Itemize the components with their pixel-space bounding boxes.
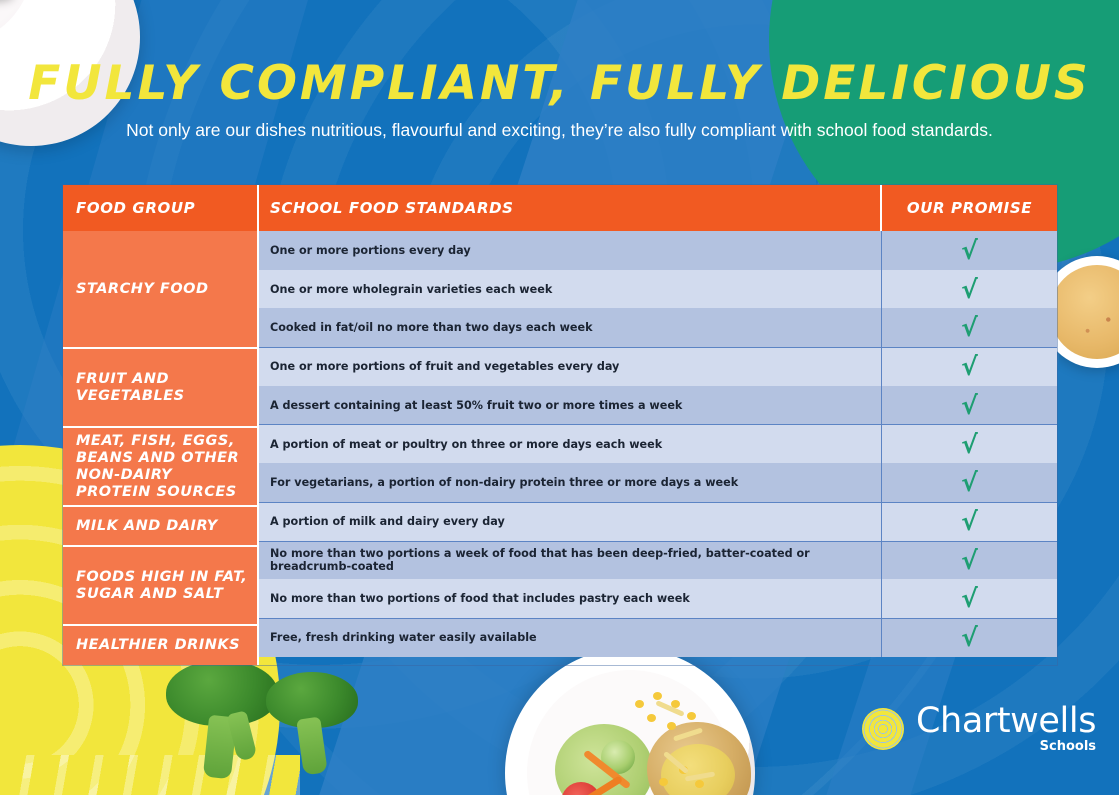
chartwells-logo: Chartwells Schools (862, 704, 1096, 754)
promise-cell: √ (882, 348, 1057, 386)
food-group-cell: FRUIT AND VEGETABLES (63, 349, 259, 428)
table-row: A portion of milk and dairy every day √ (259, 501, 1057, 541)
table-row: A dessert containing at least 50% fruit … (259, 385, 1057, 425)
food-group-cell: HEALTHIER DRINKS (63, 626, 259, 665)
broccoli-photo-1 (160, 660, 290, 795)
table-row: One or more portions of fruit and vegeta… (259, 347, 1057, 386)
table-row: Cooked in fat/oil no more than two days … (259, 308, 1057, 348)
promise-cell: √ (882, 542, 1057, 580)
check-icon: √ (961, 467, 978, 497)
check-icon: √ (961, 313, 978, 343)
logo-sub-label: Schools (1039, 739, 1097, 754)
promise-cell: √ (882, 619, 1057, 657)
sweetcorn-kernel (635, 700, 644, 708)
yellow-stripes-decoration (0, 755, 300, 795)
check-icon: √ (961, 584, 978, 614)
chartwells-swirl-icon (862, 708, 904, 750)
food-group-cell: MILK AND DAIRY (63, 507, 259, 547)
promise-cell: √ (882, 425, 1057, 463)
cheese-shred (655, 700, 685, 717)
broccoli-head (166, 660, 278, 726)
promise-cell: √ (882, 386, 1057, 425)
sweetcorn-kernel (647, 714, 656, 722)
check-icon: √ (961, 545, 978, 575)
sweetcorn-kernel (667, 722, 676, 730)
jacket-potato-plate-photo (505, 648, 755, 795)
standards-and-promise-column: One or more portions every day √ One or … (259, 231, 1057, 665)
column-header-our-promise: OUR PROMISE (906, 199, 1033, 217)
school-food-standards-table: FOOD GROUP SCHOOL FOOD STANDARDS OUR PRO… (62, 184, 1058, 666)
standard-text: For vegetarians, a portion of non-dairy … (259, 463, 882, 502)
page-title: FULLY COMPLIANT, FULLY DELICIOUS (28, 56, 1091, 111)
standard-text: Free, fresh drinking water easily availa… (259, 618, 882, 657)
table-row: One or more portions every day √ (259, 231, 1057, 270)
plate-inner (0, 0, 32, 44)
food-group-column: STARCHY FOOD FRUIT AND VEGETABLES MEAT, … (63, 231, 259, 665)
sweetcorn-kernel (695, 780, 704, 788)
table-row: One or more wholegrain varieties each we… (259, 269, 1057, 309)
table-body: STARCHY FOOD FRUIT AND VEGETABLES MEAT, … (63, 231, 1057, 665)
standard-text: One or more portions every day (259, 231, 882, 270)
table-row: No more than two portions a week of food… (259, 540, 1057, 580)
check-icon: √ (961, 507, 978, 537)
logo-text-block: Chartwells Schools (916, 701, 1097, 755)
check-icon: √ (961, 235, 978, 265)
column-header-school-food-standards: SCHOOL FOOD STANDARDS (259, 185, 882, 231)
food-group-cell: STARCHY FOOD (63, 231, 259, 349)
sweetcorn-kernel (687, 712, 696, 720)
standard-text: No more than two portions a week of food… (259, 541, 882, 580)
promise-cell: √ (882, 579, 1057, 618)
promise-cell: √ (882, 503, 1057, 541)
sweetcorn-kernel (671, 700, 680, 708)
table-row: Free, fresh drinking water easily availa… (259, 617, 1057, 657)
column-header-food-group: FOOD GROUP (63, 185, 259, 231)
page-subtitle: Not only are our dishes nutritious, flav… (126, 120, 993, 140)
food-group-cell: MEAT, FISH, EGGS, BEANS AND OTHER NON-DA… (63, 428, 259, 507)
promise-cell: √ (882, 270, 1057, 309)
standard-text: A dessert containing at least 50% fruit … (259, 385, 882, 425)
standard-text: A portion of meat or poultry on three or… (259, 425, 882, 464)
soup-contents (1050, 265, 1119, 359)
table-row: A portion of meat or poultry on three or… (259, 424, 1057, 464)
standard-text: Cooked in fat/oil no more than two days … (259, 308, 882, 348)
promise-cell: √ (882, 308, 1057, 347)
check-icon: √ (961, 352, 978, 382)
standard-text: One or more portions of fruit and vegeta… (259, 348, 882, 386)
logo-brand-name: Chartwells (916, 701, 1097, 741)
check-icon: √ (961, 429, 978, 459)
promise-cell: √ (882, 231, 1057, 270)
food-group-cell: FOODS HIGH IN FAT, SUGAR AND SALT (63, 547, 259, 626)
standard-text: A portion of milk and dairy every day (259, 502, 882, 541)
check-icon: √ (961, 390, 978, 420)
check-icon: √ (961, 623, 978, 653)
plate-inner-bottom (527, 670, 751, 795)
table-header-row: FOOD GROUP SCHOOL FOOD STANDARDS OUR PRO… (63, 185, 1057, 231)
standard-text: No more than two portions of food that i… (259, 579, 882, 618)
promise-cell: √ (882, 463, 1057, 502)
broccoli-photo-2 (262, 672, 366, 795)
table-row: No more than two portions of food that i… (259, 579, 1057, 618)
standard-text: One or more wholegrain varieties each we… (259, 269, 882, 309)
table-row: For vegetarians, a portion of non-dairy … (259, 463, 1057, 502)
sweetcorn-kernel (659, 778, 668, 786)
check-icon: √ (961, 274, 978, 304)
sweetcorn-kernel (653, 692, 662, 700)
